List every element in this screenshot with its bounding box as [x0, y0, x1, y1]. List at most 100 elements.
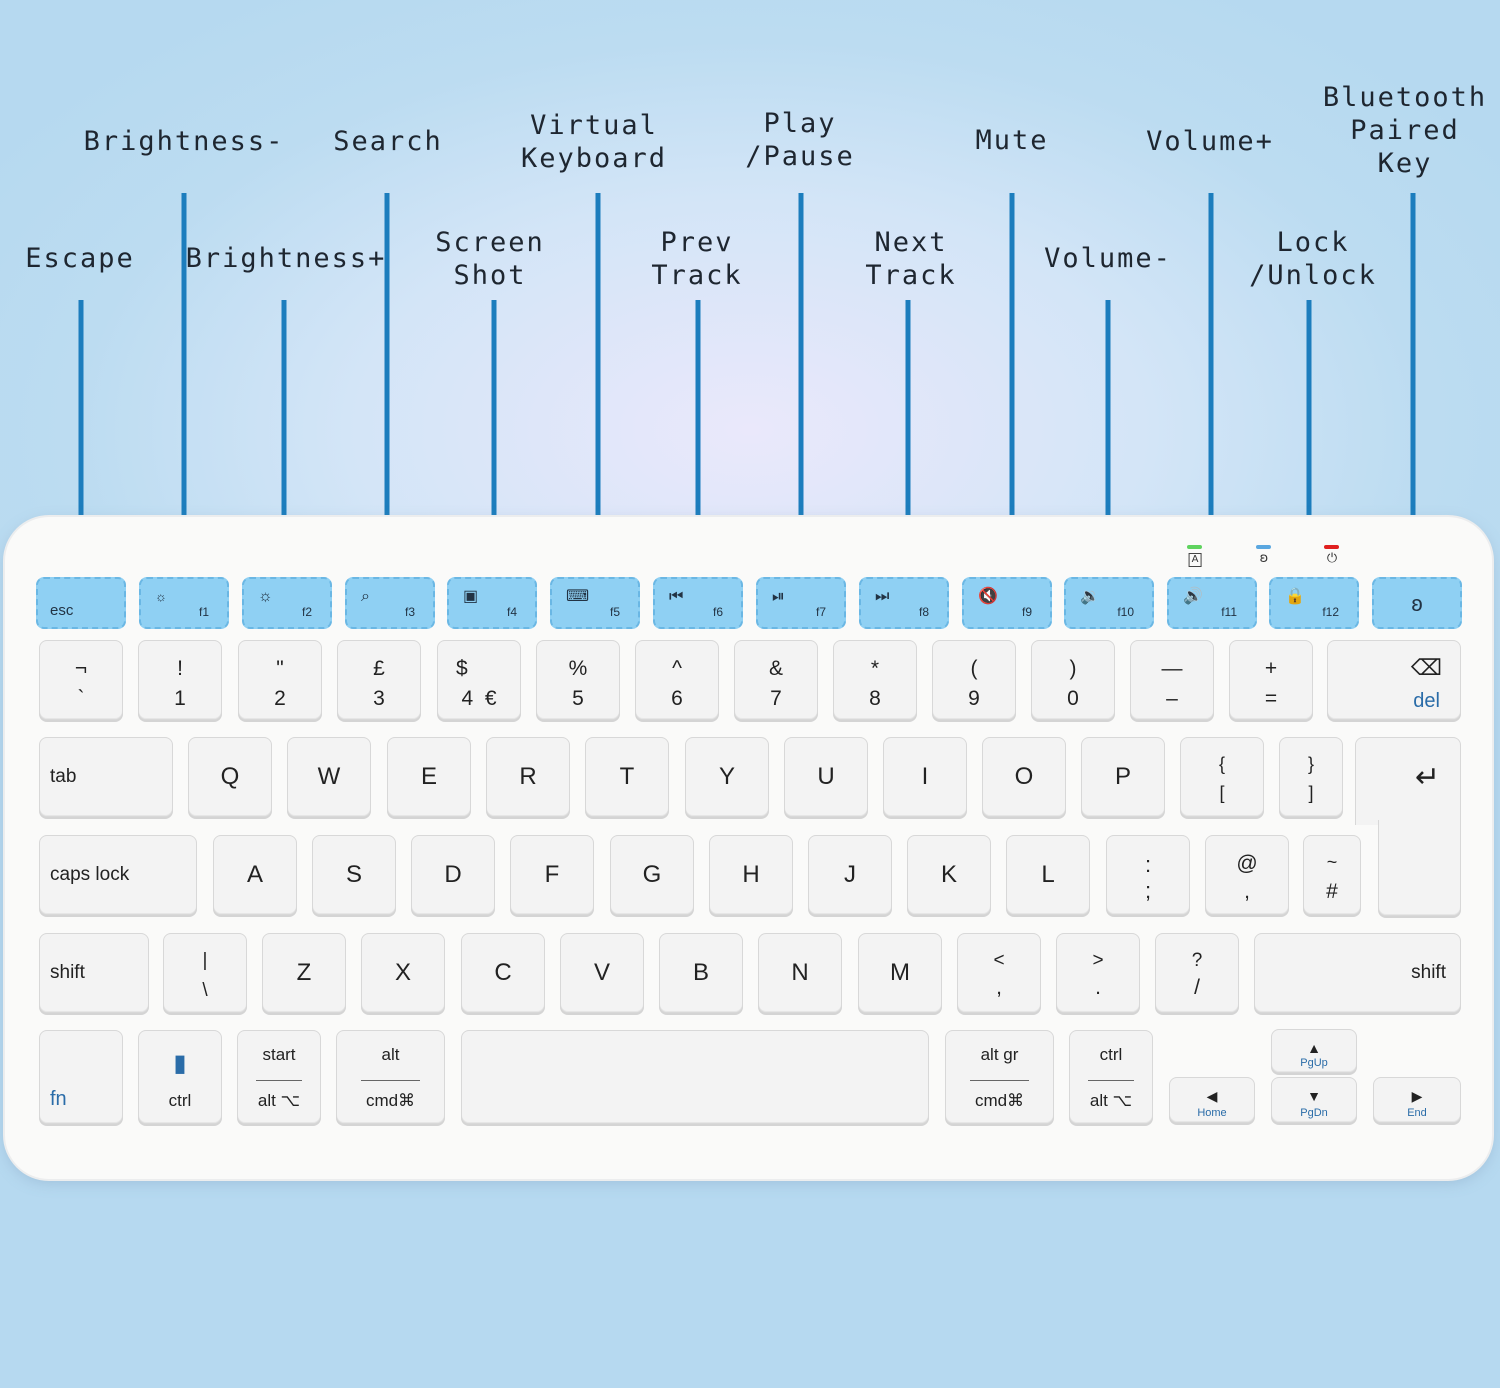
f6-label: f6: [712, 605, 723, 619]
key-home[interactable]: ◀ Home: [1169, 1077, 1255, 1123]
key-semicolon[interactable]: :;: [1106, 835, 1190, 915]
key-ctrl-alt-right[interactable]: ctrl alt ⌥: [1069, 1030, 1153, 1124]
key-f[interactable]: F: [510, 835, 594, 915]
f2-key[interactable]: ☼ f2: [242, 577, 332, 629]
key-top-char: (: [970, 657, 978, 680]
esc-key[interactable]: esc: [36, 577, 126, 629]
key-1[interactable]: ! 1: [138, 640, 222, 720]
key-r[interactable]: R: [486, 737, 570, 817]
key-period[interactable]: >.: [1056, 933, 1140, 1013]
battery-icon: ▮: [173, 1050, 187, 1077]
up-arrow-icon: ▲: [1307, 1040, 1321, 1056]
key-divider: [360, 1080, 421, 1081]
key-bracket-left[interactable]: {[: [1180, 737, 1264, 817]
key-shift-left[interactable]: shift: [39, 933, 149, 1013]
key-9[interactable]: (9: [932, 640, 1016, 720]
key-5[interactable]: % 5: [536, 640, 620, 720]
key-q[interactable]: Q: [188, 737, 272, 817]
key-g[interactable]: G: [610, 835, 694, 915]
key-u[interactable]: U: [784, 737, 868, 817]
key-start-alt[interactable]: start alt ⌥: [237, 1030, 321, 1124]
key-2[interactable]: " 2: [238, 640, 322, 720]
key-divider: [256, 1080, 302, 1081]
key-quote[interactable]: @,: [1205, 835, 1289, 915]
key-w[interactable]: W: [287, 737, 371, 817]
key-alt-cmd[interactable]: alt cmd⌘: [336, 1030, 445, 1124]
f9-key[interactable]: 🔇 f9: [962, 577, 1052, 629]
key-b[interactable]: B: [659, 933, 743, 1013]
bluetooth-key[interactable]: ʚ: [1372, 577, 1462, 629]
key-slash[interactable]: ? /: [1155, 933, 1239, 1013]
key-i[interactable]: I: [883, 737, 967, 817]
key-k[interactable]: K: [907, 835, 991, 915]
key-p[interactable]: P: [1081, 737, 1165, 817]
key-x[interactable]: X: [361, 933, 445, 1013]
key-m[interactable]: M: [858, 933, 942, 1013]
key-grave[interactable]: ¬ `: [39, 640, 123, 720]
f1-label: f1: [198, 605, 209, 619]
key-shift-right[interactable]: shift: [1254, 933, 1461, 1013]
key-enter[interactable]: ↵: [1355, 737, 1461, 825]
f10-label: f10: [1117, 605, 1134, 619]
key-letter: P: [1114, 763, 1131, 790]
f4-label: f4: [506, 605, 517, 619]
key-y[interactable]: Y: [685, 737, 769, 817]
key-s[interactable]: S: [312, 835, 396, 915]
f11-key[interactable]: 🔊 f11: [1167, 577, 1257, 629]
key-bracket-right[interactable]: }]: [1279, 737, 1343, 817]
key-v[interactable]: V: [560, 933, 644, 1013]
key-letter: I: [921, 763, 929, 790]
key-6[interactable]: ^ 6: [635, 640, 719, 720]
key-e[interactable]: E: [387, 737, 471, 817]
key-top-char: —: [1161, 657, 1183, 680]
key-bottom-char: /: [1194, 976, 1200, 999]
key-backslash[interactable]: | \: [163, 933, 247, 1013]
key-top-char: +: [1264, 657, 1278, 680]
key-z[interactable]: Z: [262, 933, 346, 1013]
key-top-char: ^: [672, 657, 682, 680]
key-c[interactable]: C: [461, 933, 545, 1013]
key-caps-lock[interactable]: caps lock: [39, 835, 197, 915]
caps-lock-label: caps lock: [50, 864, 130, 885]
f7-key[interactable]: ⏯ f7: [756, 577, 846, 629]
key-space[interactable]: [461, 1030, 929, 1124]
key-pgdn[interactable]: ▼ PgDn: [1271, 1077, 1357, 1123]
key-delete[interactable]: ⌫ del: [1327, 640, 1461, 720]
key-end[interactable]: ▶ End: [1373, 1077, 1461, 1123]
key-0[interactable]: ) 0: [1031, 640, 1115, 720]
key-n[interactable]: N: [758, 933, 842, 1013]
f5-key[interactable]: ⌨ f5: [550, 577, 640, 629]
f10-key[interactable]: 🔉 f10: [1064, 577, 1154, 629]
f6-key[interactable]: ⏮ f6: [653, 577, 743, 629]
key-7[interactable]: & 7: [734, 640, 818, 720]
lock-icon: 🔒: [1285, 588, 1305, 605]
key-j[interactable]: J: [808, 835, 892, 915]
key-d[interactable]: D: [411, 835, 495, 915]
f1-key[interactable]: ☼ f1: [139, 577, 229, 629]
f8-key[interactable]: ⏭ f8: [859, 577, 949, 629]
key-pgup[interactable]: ▲ PgUp: [1271, 1029, 1357, 1073]
key-o[interactable]: O: [982, 737, 1066, 817]
key-a[interactable]: A: [213, 835, 297, 915]
key-minus[interactable]: — –: [1130, 640, 1214, 720]
key-l[interactable]: L: [1006, 835, 1090, 915]
key-4[interactable]: $4 €: [437, 640, 521, 720]
key-t[interactable]: T: [585, 737, 669, 817]
key-enter-lower[interactable]: [1378, 820, 1461, 916]
key-8[interactable]: * 8: [833, 640, 917, 720]
key-3[interactable]: £3: [337, 640, 421, 720]
key-hash[interactable]: ~ #: [1303, 835, 1361, 915]
key-equals[interactable]: + =: [1229, 640, 1313, 720]
key-letter: M: [890, 959, 910, 986]
key-fn[interactable]: fn: [39, 1030, 123, 1124]
f4-key[interactable]: ▣ f4: [447, 577, 537, 629]
key-comma[interactable]: <,: [957, 933, 1041, 1013]
key-h[interactable]: H: [709, 835, 793, 915]
f12-key[interactable]: 🔒 f12: [1269, 577, 1359, 629]
key-altgr-cmd[interactable]: alt gr cmd⌘: [945, 1030, 1054, 1124]
key-tab[interactable]: tab: [39, 737, 173, 817]
key-bottom-char: 5: [572, 687, 584, 710]
f3-key[interactable]: ⌕ f3: [345, 577, 435, 629]
key-ctrl-left[interactable]: ▮ ctrl: [138, 1030, 222, 1124]
key-bottom-char: 7: [770, 687, 782, 710]
